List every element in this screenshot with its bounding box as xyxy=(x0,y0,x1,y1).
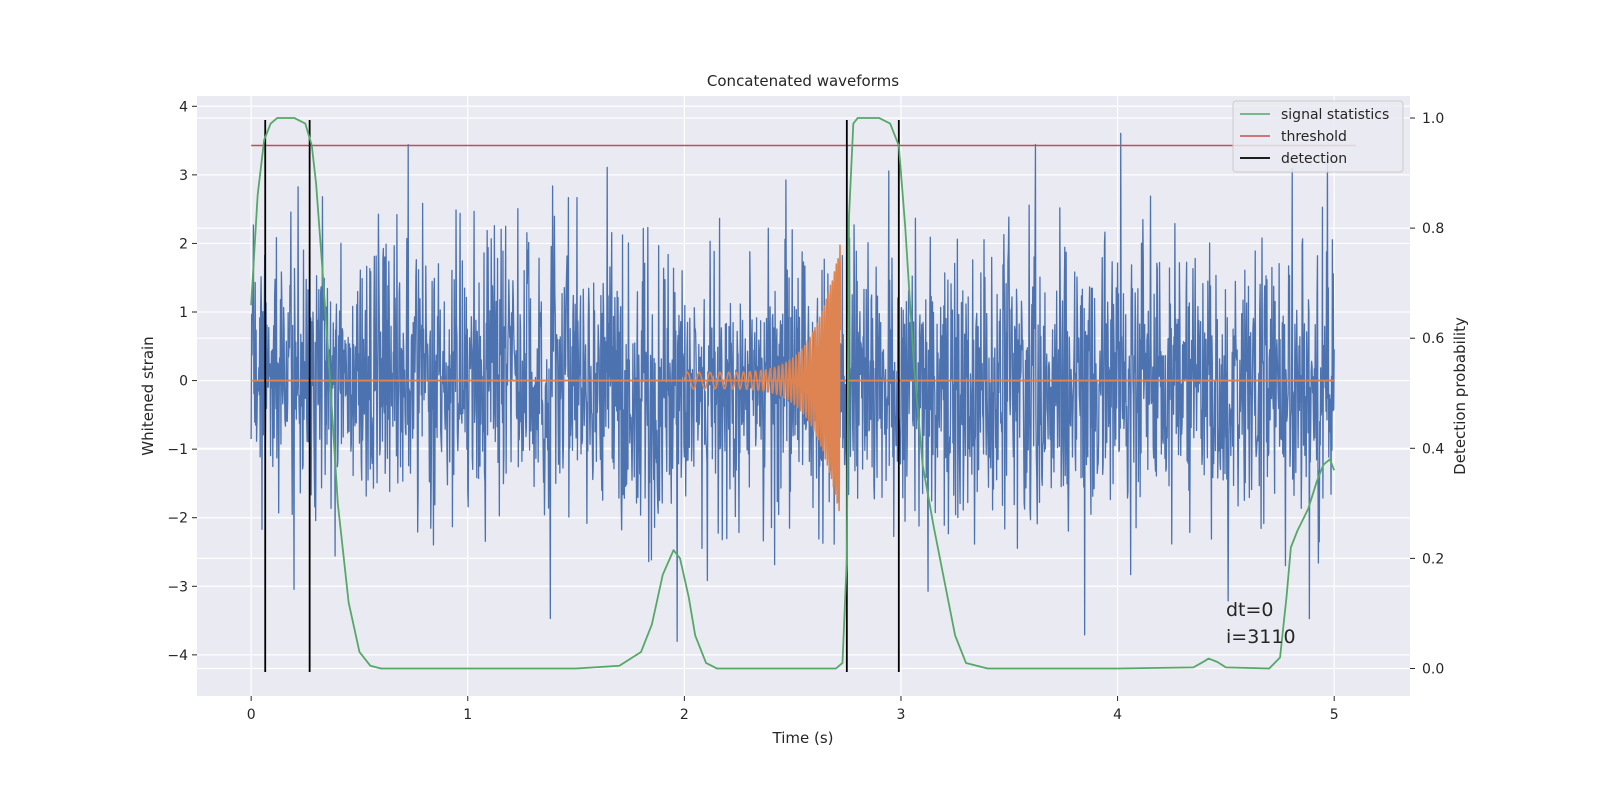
y-tick-label: 2 xyxy=(179,236,188,252)
y-tick-label: −1 xyxy=(167,442,188,458)
signal-statistics-line xyxy=(250,117,1336,670)
x-tick-label: 2 xyxy=(680,707,689,723)
y-right-tick-label: 0.8 xyxy=(1422,221,1444,237)
y-tick-label: 1 xyxy=(179,305,188,321)
y-right-tick-label: 0.6 xyxy=(1422,331,1444,347)
y-tick-label: 4 xyxy=(179,99,188,115)
y-tick-label: 3 xyxy=(179,168,188,184)
x-axis-label: Time (s) xyxy=(772,729,834,747)
chart-title: Concatenated waveforms xyxy=(707,72,899,90)
y-right-tick-label: 0.0 xyxy=(1422,661,1444,677)
y-right-axis-label: Detection probability xyxy=(1451,317,1469,475)
annotation-dt: dt=0 xyxy=(1226,599,1274,621)
y-tick-label: 0 xyxy=(179,374,188,390)
x-tick-label: 5 xyxy=(1330,707,1339,723)
legend-label-signal-statistics: signal statistics xyxy=(1281,107,1389,123)
y-tick-label: −2 xyxy=(167,511,188,527)
data-layer xyxy=(250,117,1356,672)
x-tick-label: 0 xyxy=(247,707,256,723)
legend-box xyxy=(1232,100,1404,173)
ticks: 0 1 2 3 4 5 −4 −3 −2 −1 0 1 2 3 4 0.0 0.2 0.4 0.6 0.8 1.0 xyxy=(167,99,1444,723)
strain-noise-line xyxy=(250,132,1335,642)
y-axis-label: Whitened strain xyxy=(139,336,157,455)
legend-label-detection: detection xyxy=(1281,151,1347,167)
x-tick-label: 3 xyxy=(897,707,906,723)
annotation-i: i=3110 xyxy=(1226,626,1296,648)
y-right-tick-label: 0.2 xyxy=(1422,551,1444,567)
y-tick-label: −4 xyxy=(167,648,188,664)
y-tick-label: −3 xyxy=(167,579,188,595)
injection-chirp-line xyxy=(683,244,842,512)
x-tick-label: 4 xyxy=(1113,707,1122,723)
y-right-tick-label: 1.0 xyxy=(1422,111,1444,127)
x-tick-label: 1 xyxy=(463,707,472,723)
y-right-tick-label: 0.4 xyxy=(1422,441,1444,457)
legend: signal statistics threshold detection xyxy=(1232,100,1404,173)
legend-label-threshold: threshold xyxy=(1281,129,1347,145)
